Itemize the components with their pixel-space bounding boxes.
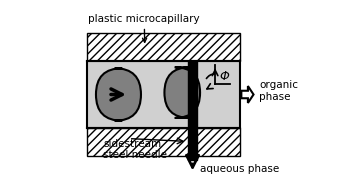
FancyArrow shape	[241, 86, 253, 103]
Text: organic
phase: organic phase	[259, 81, 298, 102]
FancyBboxPatch shape	[96, 68, 141, 121]
Bar	[86, 61, 240, 128]
Text: sidestream
steel needle: sidestream steel needle	[104, 139, 167, 160]
FancyBboxPatch shape	[165, 67, 200, 118]
Text: Φ: Φ	[220, 70, 230, 83]
Text: aqueous phase: aqueous phase	[200, 164, 280, 174]
Bar	[188, 61, 197, 160]
Bar	[86, 128, 240, 156]
Text: plastic microcapillary: plastic microcapillary	[89, 14, 200, 42]
Bar	[86, 33, 240, 61]
